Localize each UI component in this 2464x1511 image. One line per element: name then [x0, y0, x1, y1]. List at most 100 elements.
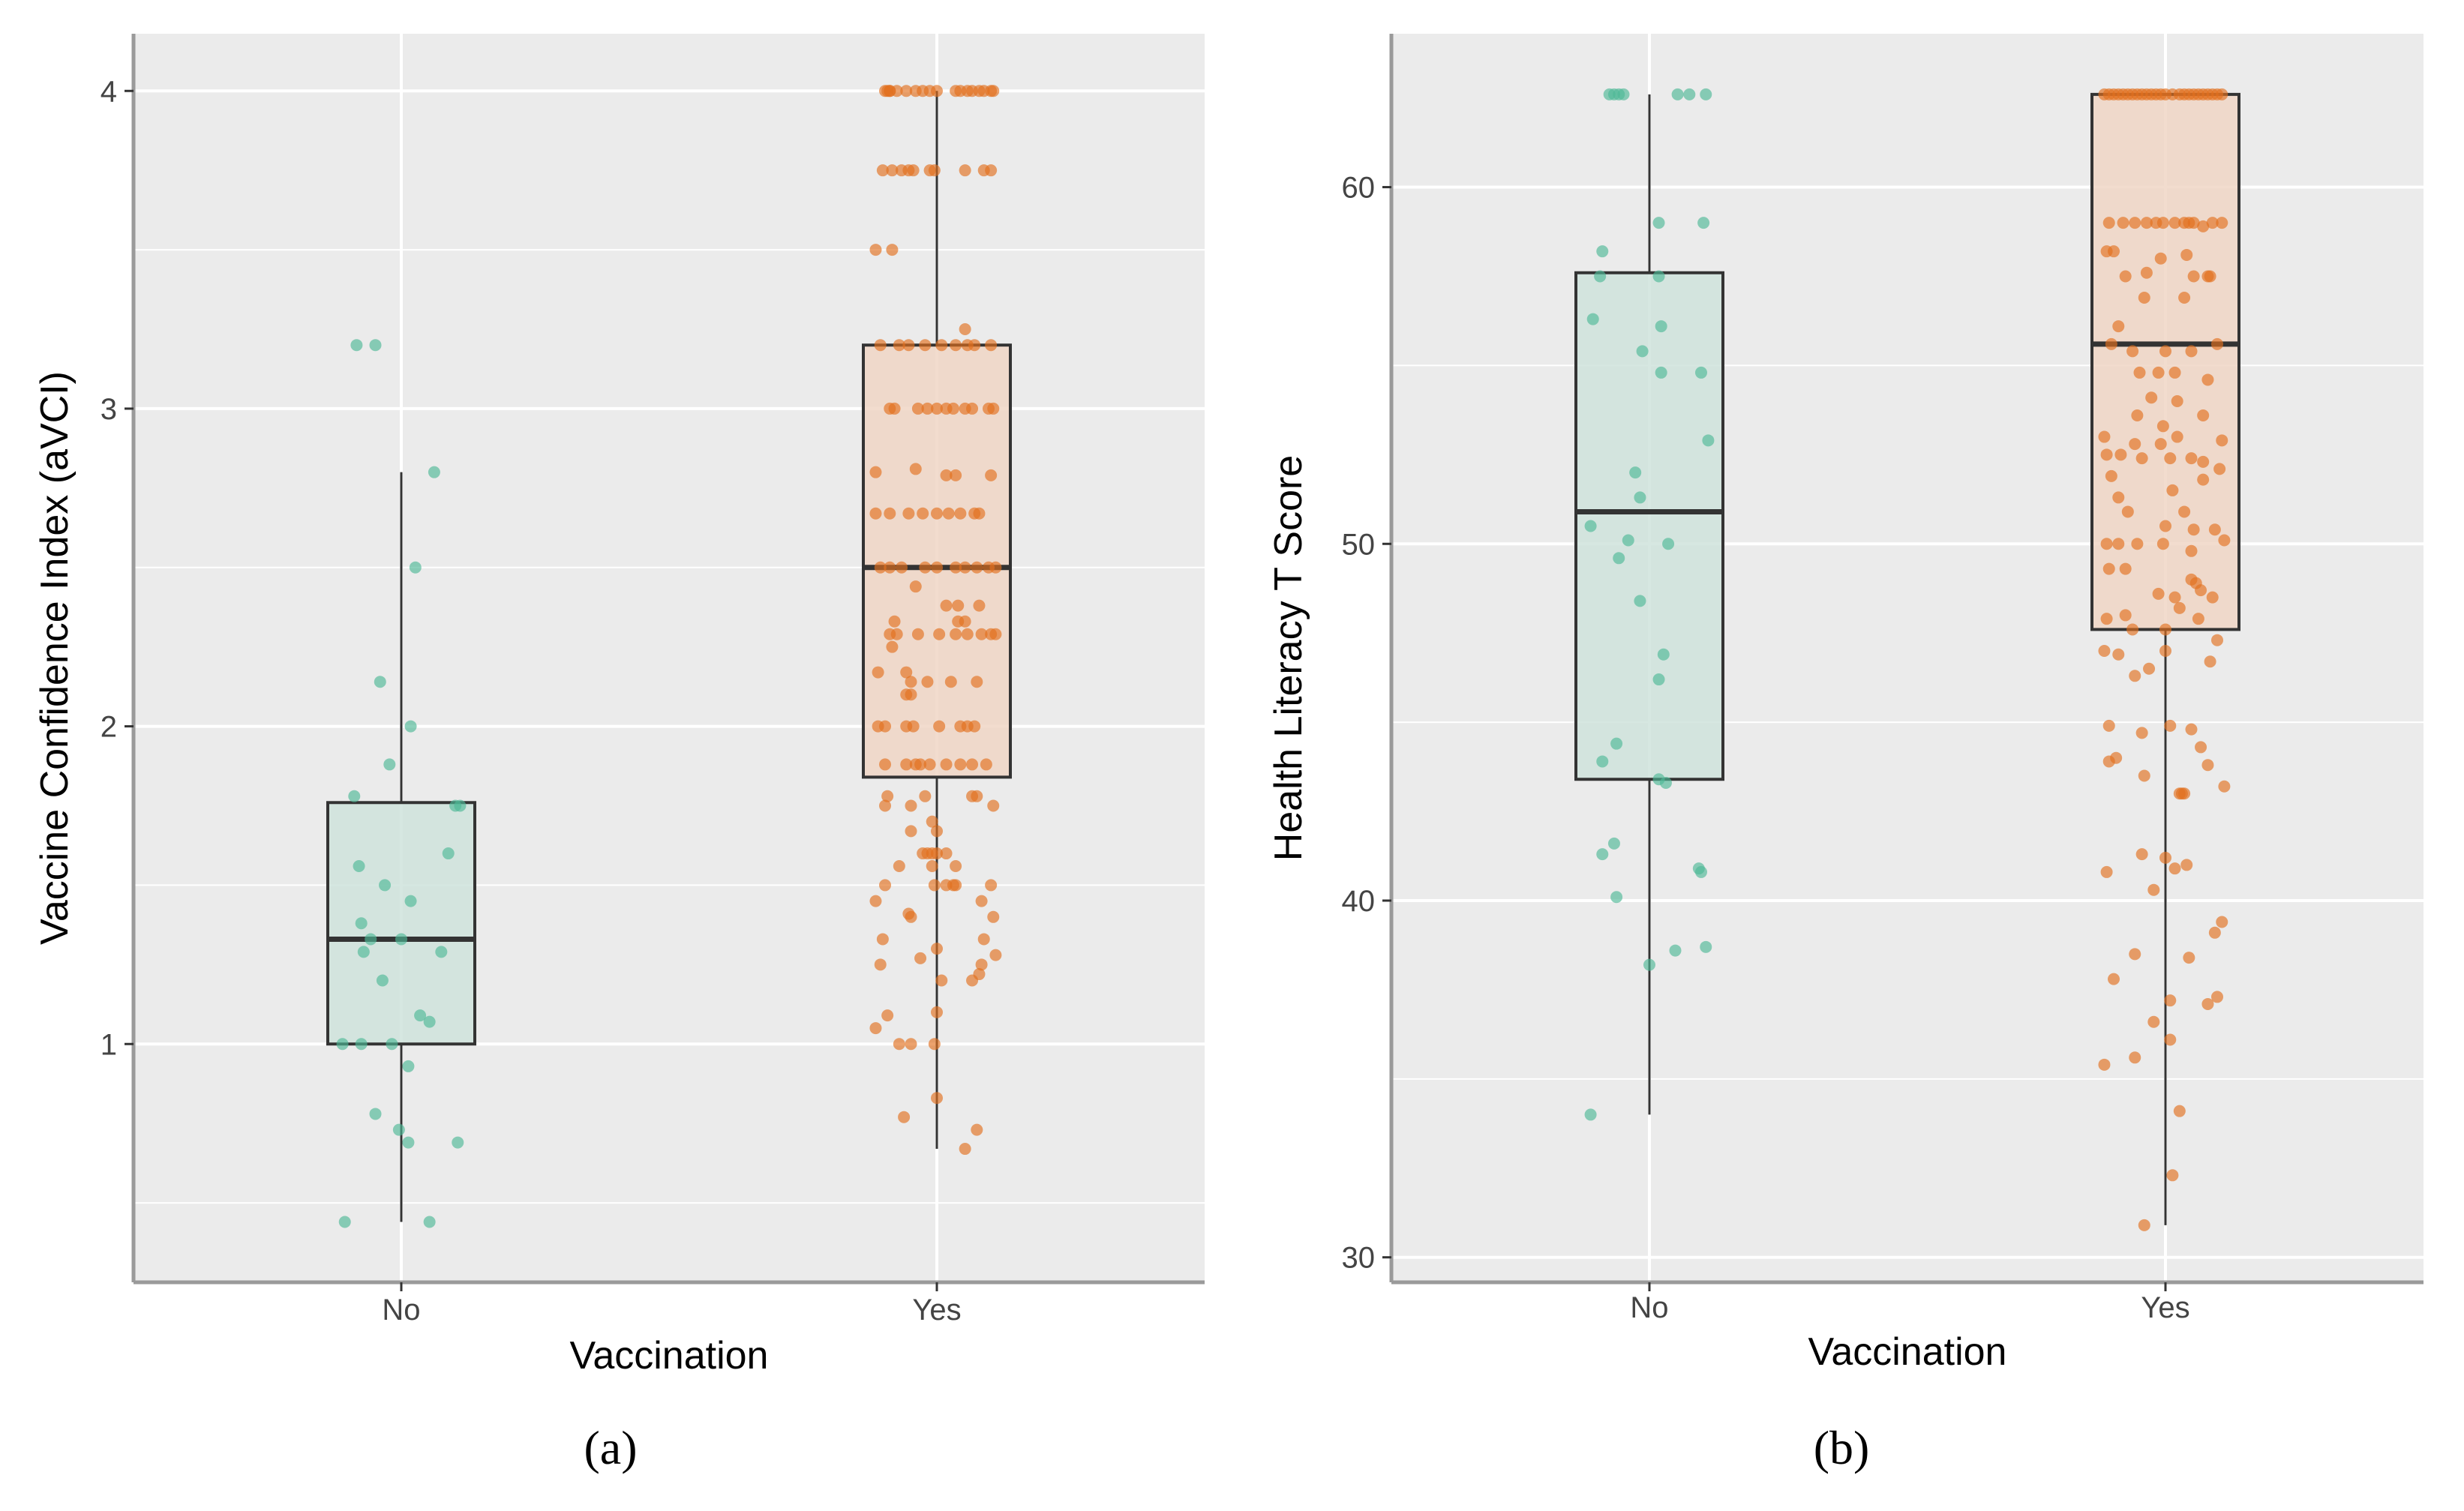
data-point: [950, 469, 962, 481]
x-tick-label: No: [382, 1294, 420, 1327]
data-point: [2100, 448, 2113, 461]
data-point: [1617, 88, 1630, 100]
data-point: [2159, 520, 2171, 532]
data-point: [884, 561, 896, 574]
data-point: [977, 933, 990, 946]
data-point: [893, 1038, 905, 1051]
data-point: [869, 895, 882, 907]
data-point: [1662, 538, 1675, 550]
data-point: [869, 466, 882, 478]
data-point: [1655, 320, 1667, 333]
data-point: [1584, 1108, 1597, 1121]
data-point: [1657, 648, 1670, 661]
data-point: [905, 688, 917, 701]
data-point: [2216, 916, 2228, 928]
data-point: [2195, 584, 2207, 597]
data-point: [931, 825, 943, 838]
data-point: [2143, 662, 2156, 675]
data-point: [881, 1009, 894, 1022]
data-point: [931, 1092, 943, 1105]
data-point: [402, 1136, 415, 1149]
data-point: [2152, 587, 2165, 600]
data-point: [900, 666, 913, 679]
data-point: [933, 720, 946, 733]
data-point: [942, 507, 955, 520]
data-point: [2114, 448, 2127, 461]
data-point: [940, 847, 953, 860]
data-point: [926, 860, 938, 872]
data-point: [928, 164, 941, 177]
data-point: [874, 958, 887, 971]
y-tick-label: 30: [1342, 1242, 1376, 1275]
data-point: [876, 164, 889, 177]
data-point: [947, 402, 959, 415]
data-point: [973, 968, 986, 981]
data-point: [911, 402, 924, 415]
data-point: [2187, 270, 2200, 283]
data-point: [369, 339, 382, 352]
data-point: [921, 676, 934, 688]
data-point: [1610, 737, 1623, 750]
data-point: [902, 507, 915, 520]
data-point: [2108, 245, 2120, 258]
data-point: [961, 628, 974, 640]
data-point: [1634, 491, 1646, 504]
data-point: [975, 628, 988, 640]
x-tick-label: No: [1630, 1291, 1668, 1324]
data-point: [2164, 719, 2177, 732]
data-point: [2129, 948, 2141, 961]
data-point: [2100, 538, 2113, 550]
data-point: [2154, 438, 2167, 451]
data-point: [872, 666, 884, 679]
data-point: [968, 339, 981, 352]
data-point: [940, 758, 953, 771]
data-point: [905, 825, 917, 838]
data-point: [869, 244, 882, 256]
data-point: [966, 402, 979, 415]
data-point: [348, 790, 361, 802]
data-point: [980, 758, 992, 771]
data-point: [881, 85, 894, 97]
data-point: [2201, 997, 2214, 1010]
data-point: [893, 860, 905, 872]
data-point: [902, 339, 915, 352]
y-tick-label: 40: [1342, 885, 1376, 918]
y-tick-label: 4: [101, 75, 117, 108]
data-point: [2173, 1105, 2186, 1117]
data-point: [886, 640, 899, 653]
x-axis-title: Vaccination: [570, 1334, 769, 1378]
data-point: [2173, 601, 2186, 614]
data-point: [888, 402, 901, 415]
data-point: [2178, 787, 2191, 800]
data-point: [950, 860, 962, 872]
data-point: [989, 628, 1002, 640]
data-point: [931, 85, 943, 97]
data-point: [950, 561, 962, 574]
data-point: [959, 615, 971, 628]
data-point: [931, 507, 943, 520]
data-point: [2171, 394, 2183, 407]
data-point: [2105, 337, 2117, 350]
x-axis-title: Vaccination: [1808, 1330, 2007, 1374]
data-point: [423, 1216, 436, 1228]
plot-background: [1391, 34, 2423, 1282]
data-point: [2129, 438, 2141, 451]
data-point: [2098, 1058, 2111, 1071]
data-point: [374, 676, 386, 688]
data-point: [2135, 452, 2148, 465]
data-point: [893, 339, 905, 352]
y-tick-label: 3: [101, 393, 117, 426]
data-point: [921, 402, 934, 415]
data-point: [2210, 337, 2223, 350]
data-point: [907, 164, 920, 177]
data-point: [888, 615, 901, 628]
data-point: [1683, 88, 1696, 100]
y-axis-title: Health Literacy T Score: [1267, 455, 1310, 861]
data-point: [1702, 434, 1715, 447]
data-point: [452, 1136, 464, 1149]
data-point: [353, 860, 365, 872]
data-point: [971, 1123, 983, 1136]
data-point: [954, 507, 967, 520]
data-point: [2135, 848, 2148, 861]
x-tick-label: Yes: [912, 1294, 961, 1327]
